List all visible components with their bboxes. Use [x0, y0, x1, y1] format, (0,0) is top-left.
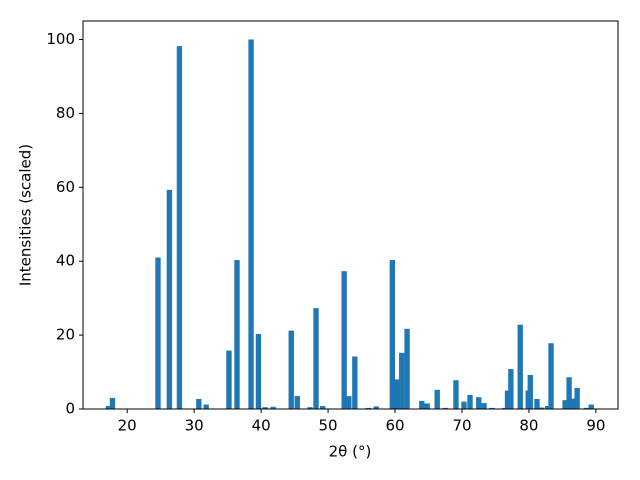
bar [262, 407, 268, 409]
y-tick-label: 80 [56, 104, 75, 122]
bar [203, 404, 209, 409]
bar [538, 407, 545, 409]
bar [320, 406, 326, 409]
bar [476, 397, 482, 409]
bar [434, 389, 440, 409]
bar [270, 406, 276, 409]
bar [508, 369, 514, 409]
bar [288, 330, 294, 409]
bar [294, 396, 300, 409]
bar [307, 407, 313, 409]
bar [562, 400, 568, 409]
bar [442, 407, 448, 409]
y-tick-label: 100 [46, 30, 75, 48]
y-tick-label: 0 [65, 400, 75, 418]
bar [453, 380, 459, 409]
bar [346, 396, 352, 409]
bar [504, 390, 511, 409]
bar [373, 406, 379, 409]
y-tick-label: 60 [56, 178, 75, 196]
bar [226, 350, 232, 409]
bar [341, 271, 347, 409]
bar [394, 379, 400, 409]
bar [583, 407, 590, 409]
bar [424, 403, 430, 409]
x-tick-label: 70 [452, 417, 471, 435]
bar [527, 375, 533, 409]
bar [313, 308, 319, 409]
x-tick-label: 60 [385, 417, 404, 435]
bar [574, 387, 580, 409]
bar [352, 356, 358, 409]
bar [255, 333, 262, 409]
bar [365, 407, 371, 409]
bar [248, 39, 254, 409]
y-tick-label: 40 [56, 252, 75, 270]
bar [534, 399, 540, 409]
bar [166, 189, 173, 409]
x-tick-label: 90 [586, 417, 605, 435]
bar [545, 406, 551, 409]
bar [109, 397, 116, 409]
bar [105, 406, 112, 409]
bar [481, 403, 487, 409]
bar [570, 398, 576, 409]
bar [404, 328, 410, 409]
bar [234, 260, 240, 409]
x-tick-label: 80 [519, 417, 538, 435]
y-tick-label: 20 [56, 326, 75, 344]
x-tick-label: 30 [185, 417, 204, 435]
bar [467, 394, 473, 409]
bar [176, 46, 183, 409]
x-tick-label: 20 [118, 417, 137, 435]
bar [399, 352, 405, 409]
bar [155, 257, 161, 409]
bar [502, 407, 508, 409]
bar [566, 377, 572, 409]
bar [548, 343, 554, 409]
bar [419, 400, 425, 409]
bar [517, 324, 523, 409]
x-tick-label: 50 [319, 417, 338, 435]
bar [588, 404, 594, 409]
y-axis-label: Intensities (scaled) [17, 144, 35, 286]
bar [196, 399, 202, 409]
x-axis-label: 2θ (°) [329, 443, 372, 461]
x-tick-label: 40 [252, 417, 271, 435]
plot-frame [82, 20, 619, 410]
bar [489, 407, 495, 409]
bar [389, 260, 396, 409]
bar [461, 401, 467, 409]
